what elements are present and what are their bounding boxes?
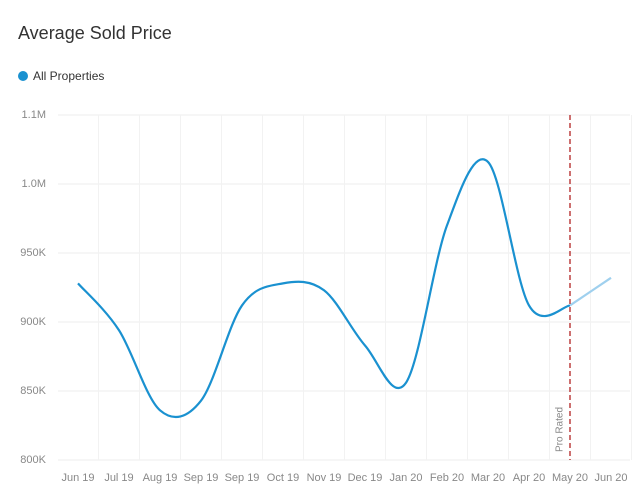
x-tick-label: Apr 20	[513, 472, 545, 484]
y-tick-label: 800K	[20, 454, 46, 466]
x-tick-label: Mar 20	[471, 472, 505, 484]
chart-title: Average Sold Price	[18, 23, 172, 43]
y-tick-label: 1.1M	[22, 109, 46, 121]
x-tick-label: Sep 19	[225, 472, 260, 484]
y-tick-label: 850K	[20, 385, 46, 397]
x-tick-label: Jun 19	[61, 472, 94, 484]
x-tick-label: Aug 19	[143, 472, 178, 484]
x-tick-label: Dec 19	[348, 472, 383, 484]
legend-label: All Properties	[33, 69, 104, 83]
x-tick-label: Jul 19	[104, 472, 133, 484]
x-tick-label: Jun 20	[594, 472, 627, 484]
x-tick-label: Oct 19	[267, 472, 299, 484]
x-tick-label: Nov 19	[307, 472, 342, 484]
x-tick-label: Sep 19	[184, 472, 219, 484]
projected-line	[569, 276, 612, 307]
x-tick-label: Jan 20	[389, 472, 422, 484]
annotation-label: Pro Rated	[555, 407, 566, 452]
legend-marker	[18, 71, 28, 81]
y-tick-label: 950K	[20, 247, 46, 259]
y-tick-label: 1.0M	[22, 178, 46, 190]
x-tick-label: May 20	[552, 472, 588, 484]
line	[77, 158, 571, 419]
y-tick-label: 900K	[20, 316, 46, 328]
x-tick-label: Feb 20	[430, 472, 464, 484]
